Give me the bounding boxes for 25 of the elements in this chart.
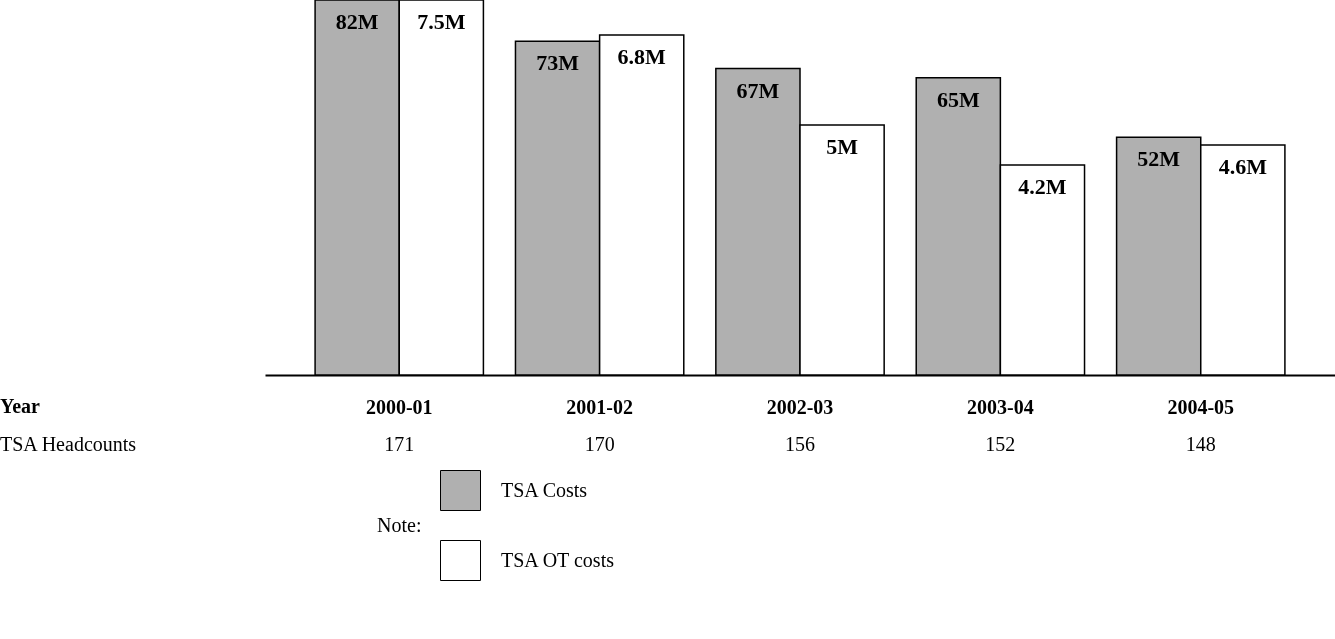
- legend-title: Note:: [377, 514, 422, 536]
- data-label: 5M: [826, 134, 859, 159]
- data-label: 4.6M: [1218, 154, 1268, 179]
- text: 170: [584, 433, 615, 455]
- legend-label: TSA OT costs: [501, 548, 615, 571]
- legend-label: TSA Costs: [501, 478, 588, 501]
- data-label: 4.2M: [1018, 174, 1067, 199]
- text: 171: [384, 433, 415, 455]
- text: Year: [0, 395, 41, 417]
- text: 156: [785, 433, 815, 455]
- x-tick-label: 2002-03: [766, 395, 834, 418]
- data-label: 6.8M: [617, 44, 667, 69]
- text: TSA Headcounts: [0, 433, 137, 455]
- text: 152: [985, 433, 1016, 455]
- data-label: 73M: [536, 50, 580, 76]
- x-tick-label: 2001-02: [566, 395, 633, 418]
- data-label: 65M: [936, 86, 980, 112]
- x-tick-label: 2004-05: [1167, 395, 1235, 418]
- data-label: 7.5M: [417, 9, 466, 34]
- text: 148: [1185, 433, 1216, 455]
- data-label: 82M: [335, 9, 379, 34]
- data-label: 67M: [736, 77, 780, 103]
- data-label: 52M: [1137, 146, 1181, 172]
- x-tick-label: 2003-04: [967, 395, 1034, 418]
- x-tick-label: 2000-01: [365, 395, 433, 418]
